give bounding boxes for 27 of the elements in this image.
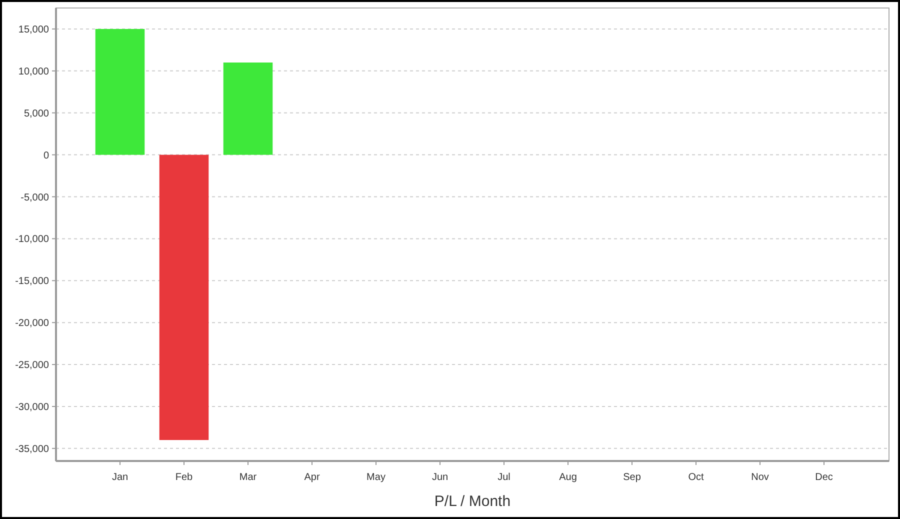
x-tick-label: Jun	[432, 472, 448, 483]
bar	[159, 154, 209, 440]
x-tick-label: Jul	[498, 472, 510, 483]
bar	[223, 62, 273, 155]
y-tick-label: -35,000	[15, 444, 50, 455]
x-tick-label: Nov	[751, 472, 769, 483]
y-tick-label: -15,000	[15, 276, 50, 288]
y-tick-label: 10,000	[18, 66, 50, 78]
y-tick-label: -25,000	[15, 360, 50, 372]
y-tick-label: 0	[43, 150, 50, 162]
x-tick-label: Aug	[559, 472, 577, 483]
x-tick-label: Jan	[112, 472, 128, 483]
x-tick-label: Feb	[175, 472, 194, 483]
y-tick-label: -5,000	[20, 192, 50, 204]
x-tick-label: Mar	[239, 472, 258, 483]
y-tick-label: -30,000	[15, 402, 50, 413]
x-tick-label: Dec	[815, 472, 833, 483]
x-tick-label: Oct	[688, 472, 704, 483]
x-axis-title: P/L / Month	[434, 493, 511, 510]
x-tick-label: Apr	[304, 472, 320, 483]
y-tick-label: 15,000	[18, 24, 50, 36]
x-tick-label: Sep	[623, 472, 642, 483]
y-tick-label: -20,000	[15, 318, 50, 330]
bar	[95, 28, 145, 155]
x-tick-label: May	[366, 472, 386, 483]
y-tick-label: -10,000	[15, 234, 50, 246]
y-tick-label: 5,000	[24, 108, 50, 120]
